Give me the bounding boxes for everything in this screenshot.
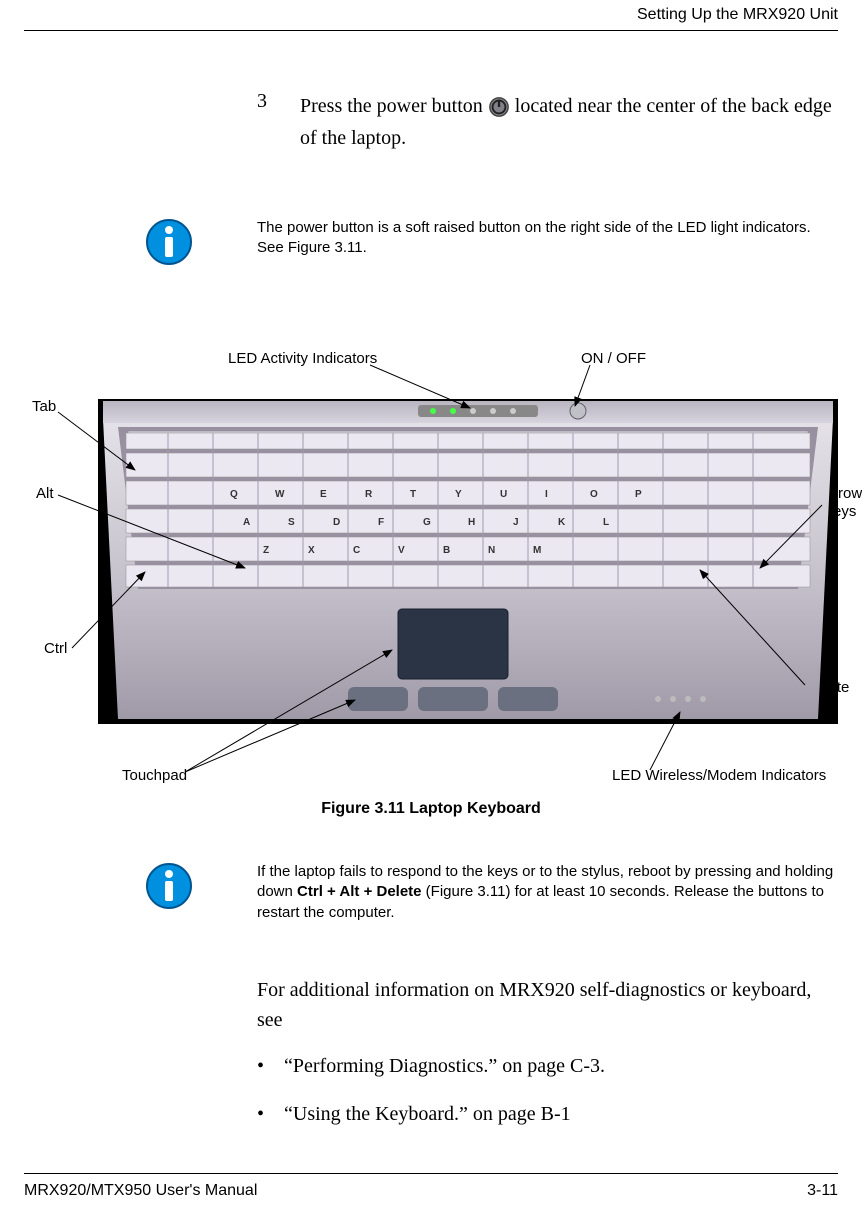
ref1-text: “Performing Diagnostics.” on page C-3. <box>284 1055 605 1077</box>
info-icon <box>145 862 193 910</box>
reference-item-2: • “Using the Keyboard.” on page B-1 <box>257 1103 837 1126</box>
footer-manual-title: MRX920/MTX950 User's Manual <box>24 1182 257 1200</box>
reference-item-1: • “Performing Diagnostics.” on page C-3. <box>257 1055 837 1078</box>
figure-arrows <box>0 340 862 810</box>
footer-page-number: 3-11 <box>807 1182 838 1200</box>
header-rule <box>24 30 838 31</box>
running-header: Setting Up the MRX920 Unit <box>637 6 838 24</box>
figure-caption: Figure 3.11 Laptop Keyboard <box>0 800 862 818</box>
power-button-icon <box>488 96 510 118</box>
step-text-before: Press the power button <box>300 95 488 117</box>
step-text: Press the power button located near the … <box>300 90 840 154</box>
info-note-2: If the laptop fails to respond to the ke… <box>257 862 837 923</box>
reference-list: • “Performing Diagnostics.” on page C-3.… <box>257 1055 837 1151</box>
info-icon <box>145 218 193 266</box>
info2-bold: Ctrl + Alt + Delete <box>297 883 421 900</box>
step-number: 3 <box>257 90 267 113</box>
info-note-1: The power button is a soft raised button… <box>257 218 837 259</box>
page: Setting Up the MRX920 Unit 3 Press the p… <box>0 0 862 1214</box>
body-paragraph: For additional information on MRX920 sel… <box>257 975 837 1035</box>
footer-rule <box>24 1173 838 1174</box>
ref2-text: “Using the Keyboard.” on page B-1 <box>284 1103 571 1125</box>
